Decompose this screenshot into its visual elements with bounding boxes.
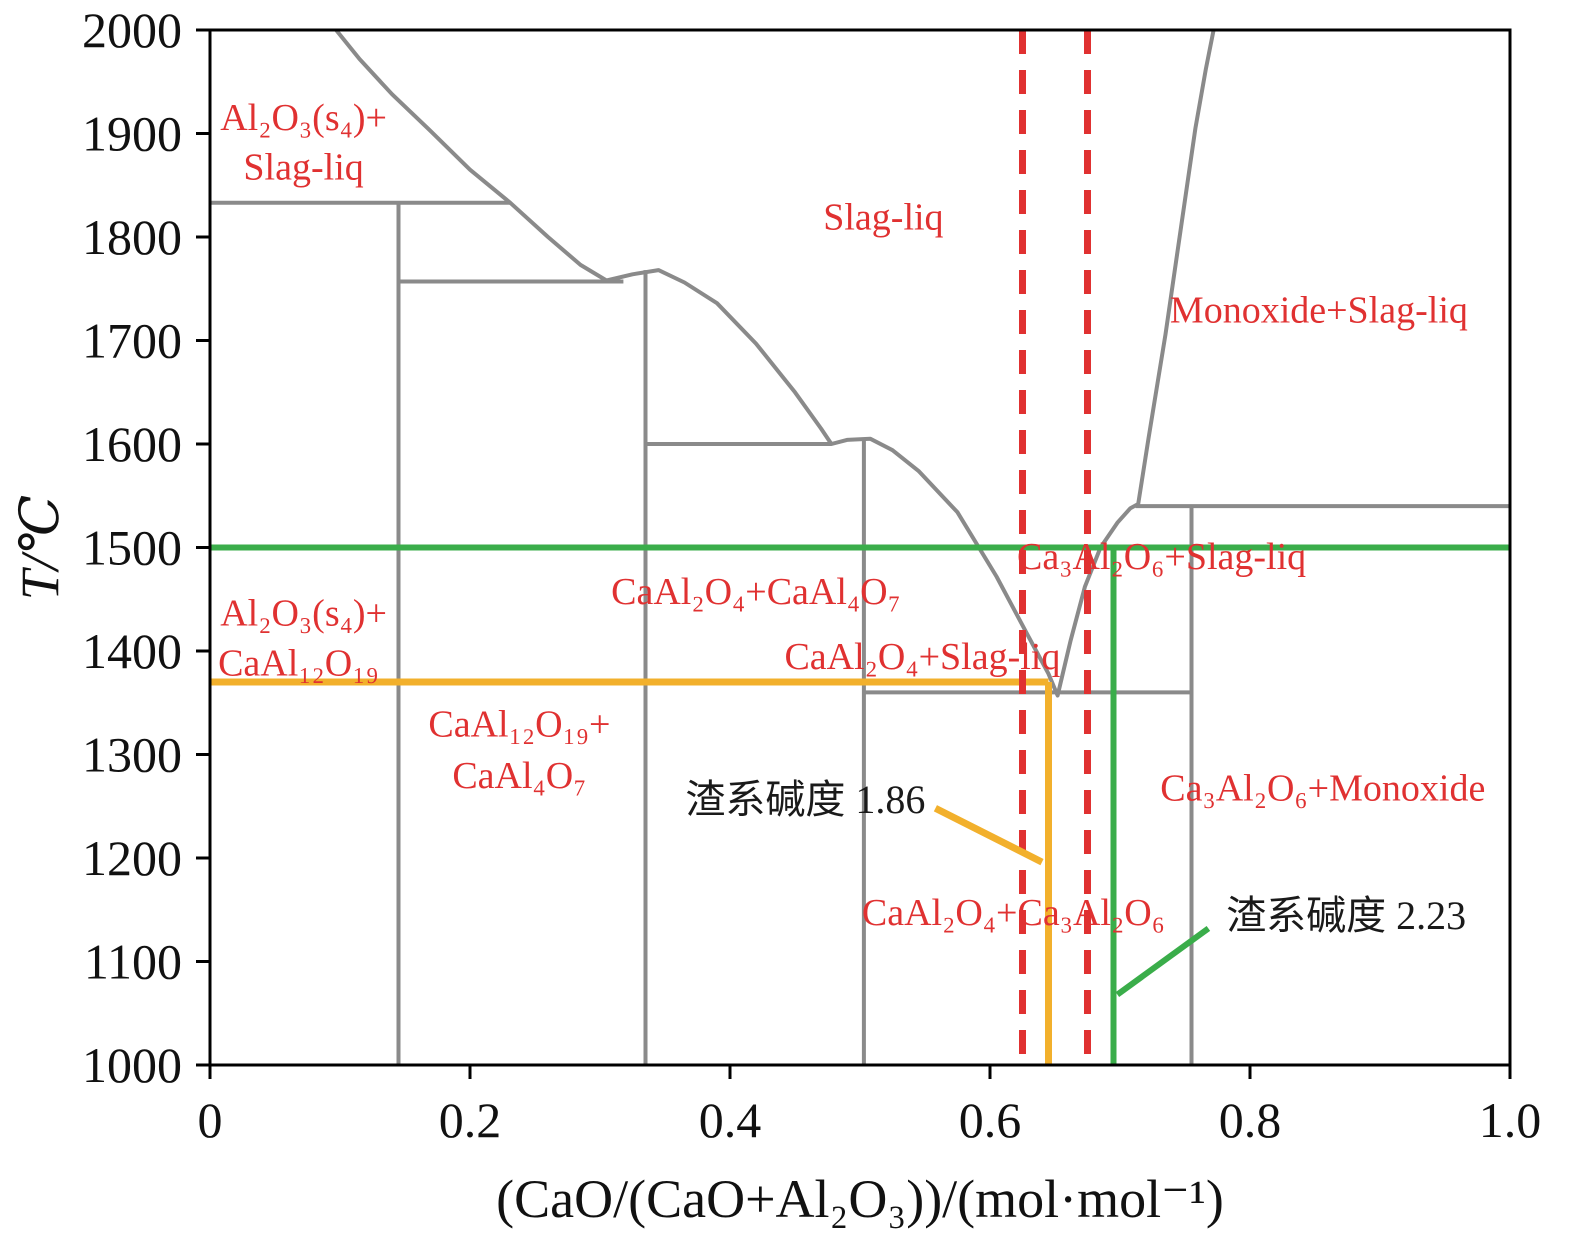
region-monoxide-slagliq: Monoxide+Slag-liq: [1170, 289, 1468, 331]
y-axis-tick-label: 1400: [82, 623, 182, 679]
x-axis-title: (CaO/(CaO+Al₂O₃))/(mol·mol⁻¹): [496, 1169, 1224, 1229]
region-caal2o4-caal4o7: CaAl₂O₄+CaAl₄O₇: [611, 571, 901, 613]
region-caal2o4-slagliq: CaAl₂O₄+Slag-liq: [784, 636, 1060, 678]
x-axis-tick-label: 0.8: [1219, 1092, 1282, 1148]
x-axis-tick-label: 0.2: [439, 1092, 502, 1148]
y-axis-tick-label: 1700: [82, 313, 182, 369]
x-axis-tick-label: 0: [198, 1092, 223, 1148]
y-axis-tick-label: 1000: [82, 1037, 182, 1093]
region-al2o3-caal12o19-line2: CaAl₁₂O₁₉: [218, 642, 379, 684]
y-axis-tick-label: 2000: [82, 2, 182, 58]
leader-line-186: [933, 805, 1044, 866]
region-al2o3-slagliq-line2: Slag-liq: [243, 147, 363, 189]
y-axis-tick-label: 1200: [82, 830, 182, 886]
region-slagliq: Slag-liq: [823, 196, 943, 238]
y-axis-tick-label: 1300: [82, 727, 182, 783]
region-al2o3-caal12o19-line1: Al₂O₃(s₄)+: [220, 593, 387, 635]
x-axis-tick-label: 0.6: [959, 1092, 1022, 1148]
region-ca3al2o6-monoxide: Ca₃Al₂O₆+Monoxide: [1160, 768, 1485, 810]
y-axis-tick-label: 1800: [82, 209, 182, 265]
region-caal12o19-caal4o7-line2: CaAl₄O₇: [452, 755, 586, 797]
region-al2o3-slagliq-line1: Al₂O₃(s₄)+: [220, 97, 387, 139]
leader-line-223: [1115, 925, 1211, 998]
annotation-basicity-223: 渣系碱度 2.23: [1226, 893, 1466, 938]
x-axis-tick-label: 1.0: [1479, 1092, 1542, 1148]
y-axis-tick-label: 1600: [82, 416, 182, 472]
y-axis-title: T/℃: [10, 495, 70, 600]
y-axis-tick-label: 1900: [82, 106, 182, 162]
region-caal2o4-ca3al2o6: CaAl₂O₄+Ca₃Al₂O₆: [862, 892, 1165, 934]
region-caal12o19-caal4o7-line1: CaAl₁₂O₁₉+: [428, 703, 610, 745]
x-axis-tick-label: 0.4: [699, 1092, 762, 1148]
y-axis-tick-label: 1500: [82, 520, 182, 576]
y-axis-tick-label: 1100: [84, 934, 182, 990]
region-ca3al2o6-slagliq: Ca₃Al₂O₆+Slag-liq: [1017, 536, 1306, 578]
annotation-basicity-186: 渣系碱度 1.86: [685, 777, 925, 822]
